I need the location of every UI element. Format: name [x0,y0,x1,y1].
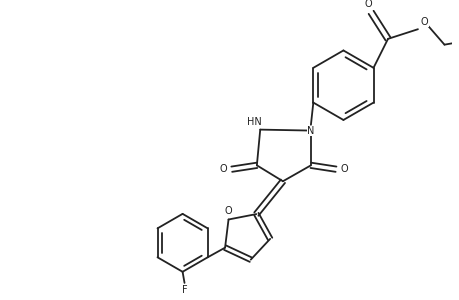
Text: O: O [340,164,348,174]
Text: O: O [420,17,428,28]
Text: F: F [181,285,187,295]
Text: O: O [219,164,226,174]
Text: N: N [307,126,314,136]
Text: O: O [224,206,232,216]
Text: HN: HN [246,117,261,127]
Text: O: O [364,0,372,9]
